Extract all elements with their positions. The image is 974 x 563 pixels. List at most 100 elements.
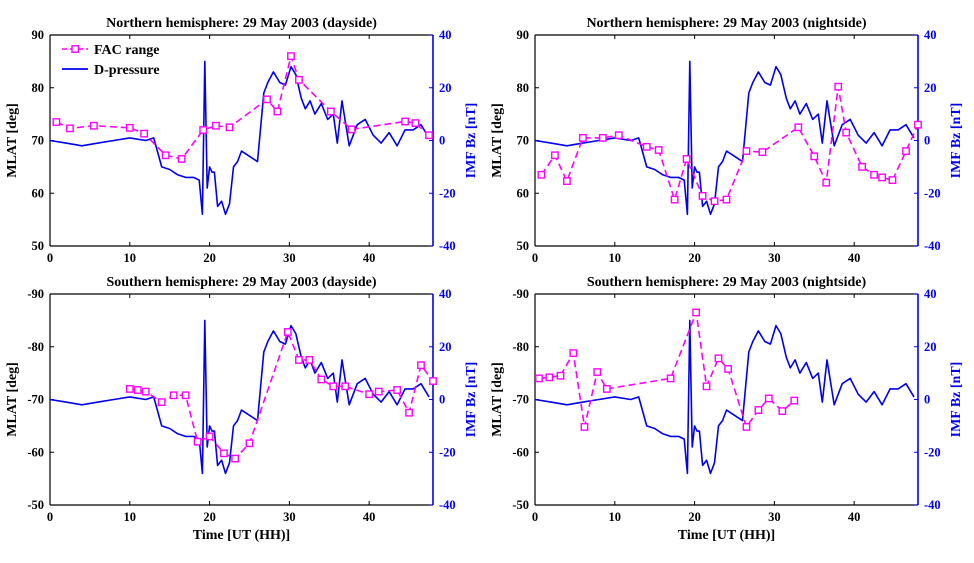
- y-right-tick-label: 20: [439, 81, 452, 95]
- y-right-tick-label: 0: [439, 393, 445, 407]
- series-point-fac-range: [245, 439, 254, 448]
- series-line-d-pressure: [534, 319, 915, 475]
- series-point-fac-range: [842, 128, 851, 137]
- series-point-fac-range: [283, 328, 292, 336]
- series-point-fac-range: [429, 377, 437, 385]
- series-point-fac-range: [742, 423, 751, 431]
- panel-title: Northern hemisphere: 29 May 2003 (nights…: [586, 16, 866, 31]
- series-point-fac-range: [722, 195, 731, 204]
- y-right-tick-label: 40: [924, 287, 937, 301]
- series-point-fac-range: [758, 148, 767, 157]
- series-point-fac-range: [834, 82, 843, 91]
- panel-title: Southern hemisphere: 29 May 2003 (nights…: [587, 275, 867, 290]
- series-point-fac-range: [563, 177, 571, 186]
- series-point-fac-range: [714, 354, 723, 363]
- series-point-fac-range: [295, 356, 303, 364]
- panel-0: Northern hemisphere: 29 May 2003 (daysid…: [5, 16, 479, 265]
- series-point-fac-range: [698, 191, 707, 200]
- panel-1: Northern hemisphere: 29 May 2003 (nights…: [490, 16, 964, 265]
- y-right-tick-label: 0: [439, 134, 445, 148]
- x-tick-label: 40: [848, 510, 861, 524]
- y-tick-label: 60: [32, 186, 45, 200]
- y-tick-label: 90: [517, 28, 530, 42]
- series-line-fac-range: [129, 329, 434, 460]
- series-point-fac-range: [225, 123, 234, 132]
- series-point-fac-range: [220, 449, 228, 458]
- series-point-fac-range: [545, 373, 554, 382]
- x-tick-label: 40: [363, 251, 376, 265]
- y-right-tick-label: 20: [924, 81, 937, 95]
- series-point-fac-range: [822, 178, 831, 187]
- series-point-fac-range: [157, 398, 166, 407]
- series-point-fac-range: [692, 308, 701, 317]
- series-point-fac-range: [870, 170, 879, 179]
- y-right-tick-label: 0: [924, 134, 930, 148]
- x-tick-label: 0: [532, 510, 538, 524]
- series-point-fac-range: [602, 385, 611, 393]
- series-point-fac-range: [654, 146, 663, 154]
- series-point-fac-range: [231, 454, 240, 463]
- legend-label-fac-range: FAC range: [94, 43, 159, 58]
- series-point-fac-range: [133, 386, 142, 394]
- x-tick-label: 10: [609, 510, 622, 524]
- series-point-fac-range: [666, 374, 675, 383]
- x-tick-label: 10: [609, 251, 622, 265]
- series-point-fac-range: [347, 125, 356, 134]
- y-right-tick-label: 40: [439, 28, 452, 42]
- y-tick-label: 90: [32, 28, 45, 42]
- series-point-fac-range: [551, 151, 559, 160]
- x-tick-label: 30: [768, 251, 781, 265]
- series-point-fac-range: [273, 107, 282, 116]
- y-right-tick-label: -40: [924, 498, 941, 512]
- y-tick-label: -70: [512, 393, 529, 407]
- y-right-tick-label: 20: [439, 340, 452, 354]
- series-point-fac-range: [670, 195, 679, 204]
- y-right-tick-label: -40: [439, 239, 456, 253]
- y-tick-label: 50: [32, 239, 45, 253]
- x-tick-label: 40: [363, 510, 376, 524]
- series-point-fac-range: [914, 120, 922, 129]
- y-right-axis-label: IMF Bz [nT]: [949, 362, 964, 438]
- series-point-fac-range: [593, 368, 602, 376]
- y-tick-label: -70: [27, 393, 44, 407]
- series-point-fac-range: [764, 394, 773, 403]
- x-tick-label: 30: [283, 251, 296, 265]
- x-tick-label: 30: [768, 510, 781, 524]
- y-tick-label: -50: [27, 498, 44, 512]
- series-line-d-pressure: [49, 319, 430, 475]
- series-point-fac-range: [790, 396, 799, 405]
- series-point-fac-range: [89, 121, 98, 130]
- series-point-fac-range: [858, 162, 867, 171]
- y-tick-label: -90: [27, 287, 44, 301]
- series-line-fac-range: [540, 86, 919, 203]
- y-right-tick-label: 40: [924, 28, 937, 42]
- series-point-fac-range: [642, 142, 651, 151]
- y-right-tick-label: -40: [439, 498, 456, 512]
- series-point-fac-range: [263, 95, 271, 104]
- y-tick-label: 50: [517, 239, 530, 253]
- panel-title: Southern hemisphere: 29 May 2003 (daysid…: [106, 275, 376, 290]
- series-point-fac-range: [778, 407, 787, 416]
- series-point-fac-range: [329, 382, 338, 391]
- series-point-fac-range: [405, 408, 413, 417]
- series-point-fac-range: [393, 386, 401, 394]
- series-line-d-pressure: [534, 60, 915, 216]
- series-point-fac-range: [682, 155, 691, 163]
- series-point-fac-range: [141, 387, 150, 396]
- series-point-fac-range: [535, 374, 543, 383]
- x-tick-label: 40: [848, 251, 861, 265]
- series-point-fac-range: [374, 387, 383, 396]
- series-point-fac-range: [66, 124, 74, 133]
- series-point-fac-range: [365, 390, 374, 399]
- y-right-axis-label: IMF Bz [nT]: [464, 362, 479, 438]
- series-point-fac-range: [181, 391, 190, 400]
- series-point-fac-range: [52, 118, 61, 126]
- series-point-fac-range: [295, 75, 303, 84]
- series-point-fac-range: [702, 382, 711, 391]
- x-tick-label: 30: [283, 510, 296, 524]
- y-tick-label: -60: [512, 445, 529, 459]
- series-point-fac-range: [754, 406, 763, 414]
- series-point-fac-range: [878, 173, 886, 182]
- y-right-tick-label: -20: [924, 186, 941, 200]
